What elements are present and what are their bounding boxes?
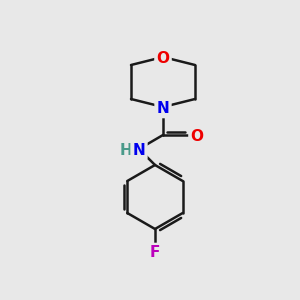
Text: O: O xyxy=(190,129,203,144)
Text: H: H xyxy=(120,143,132,158)
Text: N: N xyxy=(133,143,146,158)
Text: N: N xyxy=(157,101,169,116)
Text: O: O xyxy=(157,51,169,66)
Text: F: F xyxy=(150,245,160,260)
